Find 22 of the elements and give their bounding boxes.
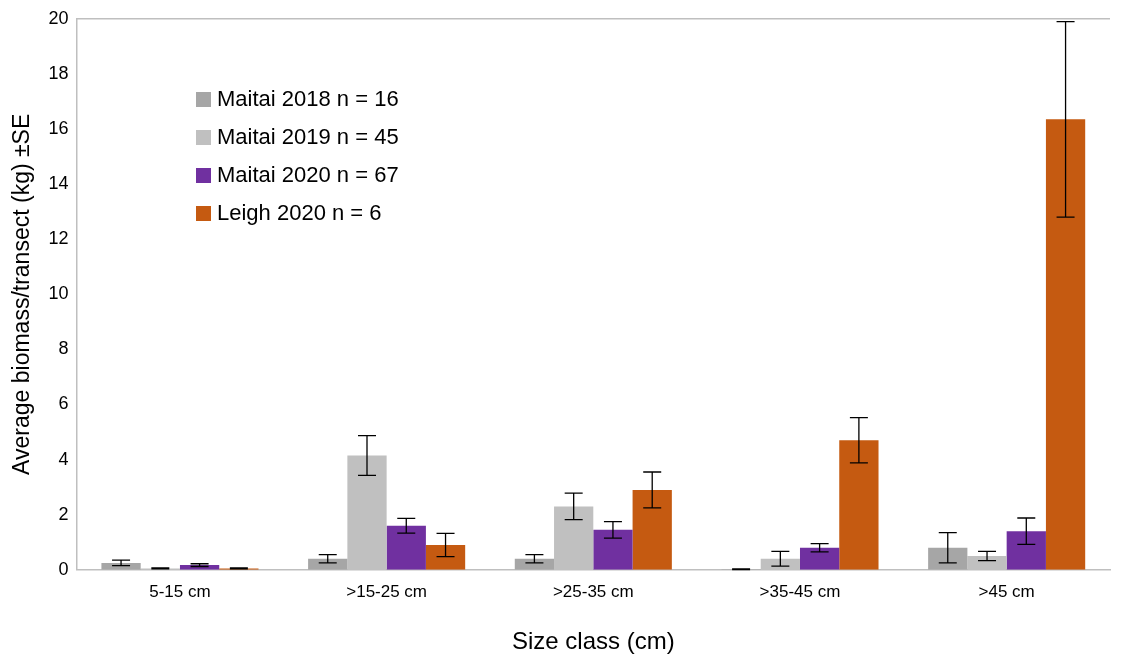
legend-label: Maitai 2018 n = 16 [217,86,399,112]
y-tick-label: 10 [48,283,69,304]
y-axis-title: Average biomass/transect (kg) ±SE [8,113,35,475]
y-tick-label: 0 [58,558,69,579]
x-axis-title: Size class (cm) [511,627,675,655]
y-tick-label: 20 [48,7,69,28]
x-tick-label: >15-25 cm [346,581,428,601]
legend-label: Maitai 2019 n = 45 [217,124,399,150]
x-tick-label: >25-35 cm [552,581,634,601]
y-tick-label: 16 [48,117,69,138]
legend-label: Maitai 2020 n = 67 [217,162,399,188]
x-tick-label: 5-15 cm [149,581,211,601]
y-tick-label: 6 [58,393,69,414]
y-tick-label: 18 [48,62,69,83]
y-tick-label: 2 [58,503,69,524]
x-tick-label: >35-45 cm [759,581,841,601]
y-tick-label: 12 [48,228,69,249]
y-tick-label: 8 [58,338,69,359]
x-tick-label: >45 cm [978,581,1035,601]
y-tick-label: 4 [58,448,69,469]
legend-label: Leigh 2020 n = 6 [217,200,382,226]
y-tick-label: 14 [48,173,69,194]
